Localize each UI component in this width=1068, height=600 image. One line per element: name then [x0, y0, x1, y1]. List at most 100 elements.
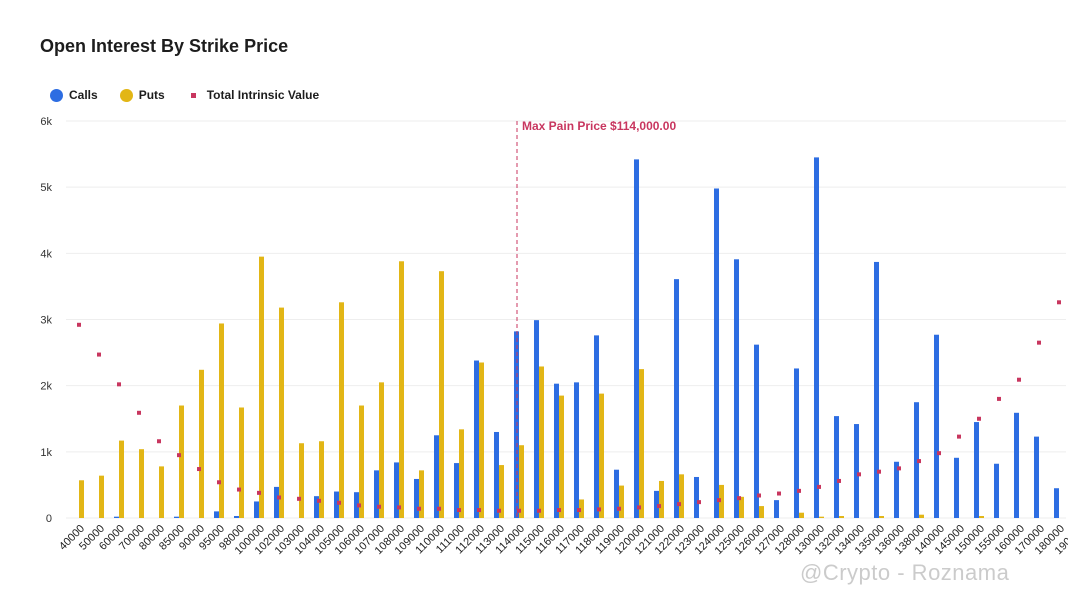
- call-bar: [254, 501, 259, 518]
- put-bar: [599, 393, 604, 518]
- legend-label-puts: Puts: [138, 88, 165, 102]
- call-bar: [854, 424, 859, 518]
- intrinsic-point: [317, 498, 321, 503]
- call-bar: [934, 334, 939, 518]
- intrinsic-point: [757, 493, 761, 498]
- call-bar: [634, 159, 639, 519]
- put-bar: [539, 366, 544, 518]
- put-bar: [159, 466, 164, 518]
- intrinsic-point: [977, 416, 981, 421]
- put-bar: [879, 516, 884, 518]
- call-bar: [914, 402, 919, 518]
- put-bar: [119, 440, 124, 518]
- intrinsic-point: [477, 508, 481, 513]
- put-bar: [499, 465, 504, 518]
- y-tick-label: 6k: [40, 116, 52, 128]
- annotation-layer: Max Pain Price $114,000.00: [516, 119, 676, 518]
- call-bar: [414, 478, 419, 518]
- y-tick-label: 1k: [40, 447, 52, 459]
- call-bar: [1034, 436, 1039, 518]
- legend-item-calls[interactable]: Calls: [50, 88, 98, 102]
- intrinsic-point: [857, 472, 861, 477]
- call-bar: [534, 320, 539, 518]
- call-bar: [354, 492, 359, 518]
- put-bar: [579, 499, 584, 518]
- intrinsic-point: [137, 410, 141, 415]
- intrinsic-point: [657, 504, 661, 509]
- bar-layer: [79, 157, 1059, 519]
- call-bar: [814, 157, 819, 518]
- chart-title: Open Interest By Strike Price: [40, 36, 289, 56]
- put-bar: [339, 302, 344, 518]
- intrinsic-point: [997, 396, 1001, 401]
- put-bar: [799, 512, 804, 518]
- put-bar: [299, 443, 304, 518]
- call-bar: [494, 431, 499, 518]
- intrinsic-point: [517, 508, 521, 513]
- intrinsic-point: [1037, 340, 1041, 345]
- put-bar: [619, 485, 624, 518]
- put-bar: [919, 514, 924, 518]
- intrinsic-point: [417, 506, 421, 511]
- intrinsic-point: [957, 434, 961, 439]
- intrinsic-point: [457, 508, 461, 513]
- intrinsic-point: [197, 467, 201, 472]
- call-bar: [654, 490, 659, 518]
- intrinsic-point: [117, 382, 121, 387]
- intrinsic-point: [1017, 377, 1021, 382]
- max-pain-label: Max Pain Price $114,000.00: [522, 119, 676, 133]
- intrinsic-point: [557, 508, 561, 513]
- call-bar: [374, 470, 379, 518]
- legend-item-intrinsic[interactable]: Total Intrinsic Value: [187, 88, 319, 102]
- intrinsic-point: [717, 498, 721, 503]
- intrinsic-point: [677, 502, 681, 507]
- y-tick-label: 3k: [40, 315, 52, 327]
- intrinsic-point: [277, 495, 281, 500]
- y-tick-label: 0: [46, 513, 52, 525]
- intrinsic-point: [237, 487, 241, 492]
- watermark: @Crypto - Roznama: [800, 560, 1010, 585]
- intrinsic-point: [837, 478, 841, 483]
- intrinsic-point: [777, 491, 781, 496]
- put-bar: [219, 323, 224, 518]
- call-bar: [274, 486, 279, 518]
- dot-layer: [77, 300, 1061, 513]
- call-bar: [574, 382, 579, 518]
- intrinsic-point: [597, 507, 601, 512]
- call-bar: [1054, 488, 1059, 518]
- call-bar: [594, 335, 599, 518]
- put-bar: [139, 449, 144, 518]
- intrinsic-point: [737, 496, 741, 501]
- call-bar: [974, 422, 979, 518]
- put-bar: [379, 382, 384, 518]
- call-bar: [774, 500, 779, 518]
- legend-item-puts[interactable]: Puts: [119, 88, 165, 102]
- call-bar: [614, 469, 619, 518]
- call-bar: [834, 416, 839, 518]
- put-bar: [259, 256, 264, 518]
- intrinsic-point: [397, 505, 401, 510]
- intrinsic-point: [537, 508, 541, 513]
- put-bar: [639, 369, 644, 518]
- put-bar: [979, 516, 984, 518]
- call-bar: [734, 259, 739, 518]
- calls-swatch-icon: [50, 88, 63, 102]
- call-bar: [694, 476, 699, 518]
- intrinsic-point: [337, 500, 341, 505]
- put-bar: [519, 445, 524, 518]
- call-bar: [1014, 412, 1019, 518]
- call-bar: [334, 491, 339, 518]
- y-tick-label: 4k: [40, 248, 52, 260]
- call-bar: [554, 383, 559, 518]
- intrinsic-point: [897, 466, 901, 471]
- intrinsic-point: [937, 451, 941, 456]
- call-bar: [114, 516, 119, 518]
- intrinsic-point: [77, 322, 81, 327]
- intrinsic-point: [297, 496, 301, 501]
- put-bar: [99, 475, 104, 518]
- intrinsic-point: [797, 488, 801, 493]
- put-bar: [559, 395, 564, 518]
- call-bar: [674, 279, 679, 518]
- intrinsic-swatch-icon: [190, 92, 196, 98]
